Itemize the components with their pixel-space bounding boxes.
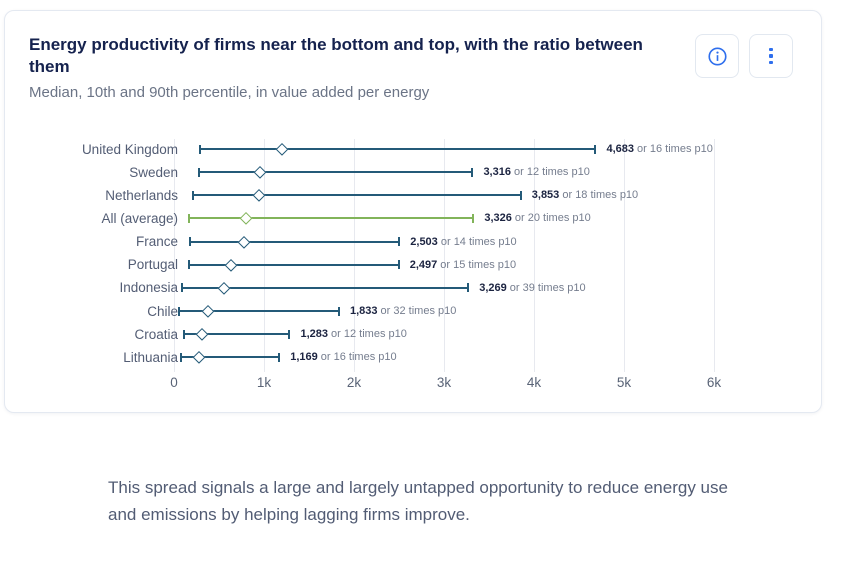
median-diamond — [192, 351, 205, 364]
p10-cap — [187, 213, 190, 223]
median-diamond — [239, 212, 253, 225]
p90-cap — [288, 329, 291, 339]
range-line — [190, 240, 400, 243]
value-label: 1,283 or 12 times p10 — [300, 328, 407, 341]
title-block: Energy productivity of firms near the bo… — [29, 34, 674, 103]
info-button[interactable] — [695, 34, 739, 78]
row-label: Chile — [147, 303, 178, 319]
value-label: 2,497 or 15 times p10 — [409, 258, 517, 271]
chart-card: Energy productivity of firms near the bo… — [4, 10, 822, 413]
p90-cap — [398, 237, 401, 247]
p90-cap — [471, 167, 474, 177]
x-tick-label: 1k — [256, 375, 272, 390]
range-line — [179, 310, 339, 313]
p10-cap — [199, 144, 202, 154]
kebab-menu-icon — [769, 47, 773, 65]
value-label: 3,316 or 12 times p10 — [483, 166, 590, 179]
card-actions — [695, 34, 793, 78]
row-label: Sweden — [129, 164, 178, 180]
gridline — [624, 139, 625, 372]
value-label: 4,683 or 16 times p10 — [606, 143, 713, 155]
row-label: France — [135, 234, 178, 250]
row-label: Indonesia — [119, 280, 178, 296]
chart-subtitle: Median, 10th and 90th percentile, in val… — [29, 84, 430, 101]
p90-cap — [278, 352, 281, 362]
value-label: 1,833 or 32 times p10 — [349, 305, 457, 318]
p90-cap — [467, 283, 470, 293]
gridline — [264, 139, 265, 372]
row-label: All (average) — [101, 210, 178, 226]
x-tick-label: 3k — [436, 375, 452, 390]
gridline — [534, 139, 535, 372]
median-diamond — [275, 142, 289, 156]
info-icon — [706, 45, 729, 68]
range-line — [181, 286, 469, 289]
row-label: Portugal — [127, 257, 178, 273]
p10-cap — [178, 306, 181, 316]
caption-text: This spread signals a large and largely … — [108, 478, 728, 524]
chart-title: Energy productivity of firms near the bo… — [29, 35, 643, 76]
x-tick-label: 6k — [706, 375, 722, 390]
p90-cap — [519, 190, 522, 200]
value-label: 3,326 or 20 times p10 — [484, 212, 591, 225]
p90-cap — [337, 306, 340, 316]
range-line — [188, 217, 474, 220]
card-header: Energy productivity of firms near the bo… — [5, 11, 821, 103]
x-tick-label: 2k — [346, 375, 362, 390]
row-label: Lithuania — [123, 349, 178, 365]
median-diamond — [252, 189, 265, 202]
menu-button[interactable] — [749, 34, 793, 78]
value-label: 3,269 or 39 times p10 — [479, 281, 586, 294]
p10-cap — [197, 167, 200, 177]
p90-cap — [397, 260, 400, 270]
range-line — [188, 263, 399, 266]
p90-cap — [472, 213, 475, 223]
median-diamond — [237, 235, 250, 248]
p10-cap — [189, 237, 192, 247]
median-diamond — [217, 281, 230, 294]
gridline — [354, 139, 355, 372]
range-line — [180, 356, 280, 359]
gridline — [174, 139, 175, 372]
x-tick-label: 0 — [170, 375, 178, 390]
row-label: United Kingdom — [81, 141, 178, 157]
value-label: 1,169 or 16 times p10 — [290, 351, 397, 364]
p10-cap — [180, 283, 183, 293]
p10-cap — [192, 190, 195, 200]
p10-cap — [182, 329, 185, 339]
p10-cap — [187, 260, 190, 270]
x-tick-label: 5k — [616, 375, 632, 390]
value-label: 2,503 or 14 times p10 — [410, 235, 517, 248]
row-label: Croatia — [134, 326, 178, 342]
gridline — [714, 139, 715, 372]
dumbbell-chart: 0 1k 2k 3k 4k 5k 6k United Kingdom 4,683 or 16 t… — [5, 139, 823, 401]
median-diamond — [201, 305, 214, 318]
p10-cap — [179, 352, 182, 362]
range-line — [193, 194, 521, 197]
range-line — [200, 148, 596, 150]
value-label: 3,853 or 18 times p10 — [531, 189, 639, 202]
median-diamond — [224, 258, 237, 271]
x-tick-label: 4k — [526, 375, 542, 390]
range-line — [198, 171, 473, 174]
gridline — [444, 139, 445, 372]
p90-cap — [594, 144, 597, 154]
range-line — [183, 333, 290, 336]
median-diamond — [195, 328, 208, 341]
row-label: Netherlands — [105, 187, 178, 203]
